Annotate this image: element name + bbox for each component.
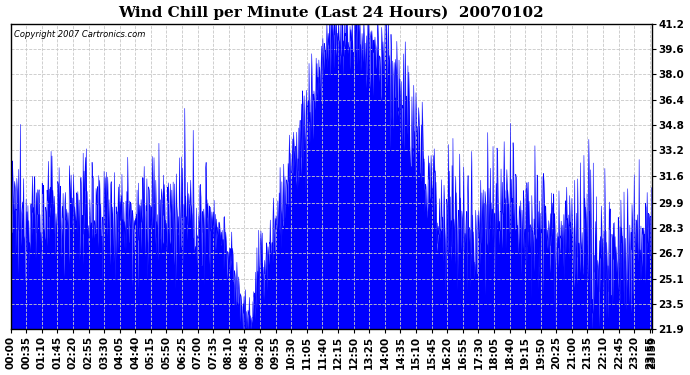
Title: Wind Chill per Minute (Last 24 Hours)  20070102: Wind Chill per Minute (Last 24 Hours) 20… (118, 6, 544, 20)
Text: Copyright 2007 Cartronics.com: Copyright 2007 Cartronics.com (14, 30, 145, 39)
